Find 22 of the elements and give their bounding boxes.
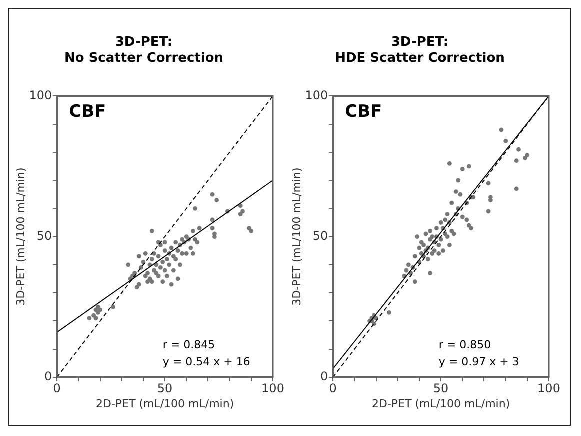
y-tick-label: 100 (305, 88, 328, 102)
chart-title: 3D-PET: HDE Scatter Correction (335, 35, 505, 66)
annotation: y = 0.54 x + 16 (162, 355, 250, 368)
annotation: CBF (69, 102, 106, 122)
x-axis-title: 2D-PET (mL/100 mL/min) (96, 397, 234, 410)
y-tick-label: 50 (312, 228, 328, 243)
annotation: y = 0.97 x + 3 (438, 355, 520, 368)
annotation: r = 0.845 (162, 338, 216, 352)
x-tick-label: 50 (157, 382, 173, 396)
y-tick-label: 0 (44, 370, 52, 384)
x-tick-label: 100 (262, 382, 284, 396)
x-tick-label: 100 (538, 382, 560, 396)
y-axis-title: 3D-PET (mL/100 mL/min) (290, 168, 304, 306)
chart-title: 3D-PET: No Scatter Correction (64, 35, 224, 66)
y-tick-label: 50 (36, 228, 52, 243)
x-axis-title: 2D-PET (mL/100 mL/min) (372, 397, 510, 410)
y-tick-label: 0 (320, 370, 328, 384)
annotation: CBF (345, 102, 382, 122)
annotation: r = 0.850 (438, 338, 492, 352)
y-tick-label: 100 (29, 88, 52, 102)
y-axis-title: 3D-PET (mL/100 mL/min) (14, 168, 28, 306)
x-tick-label: 50 (433, 382, 449, 396)
